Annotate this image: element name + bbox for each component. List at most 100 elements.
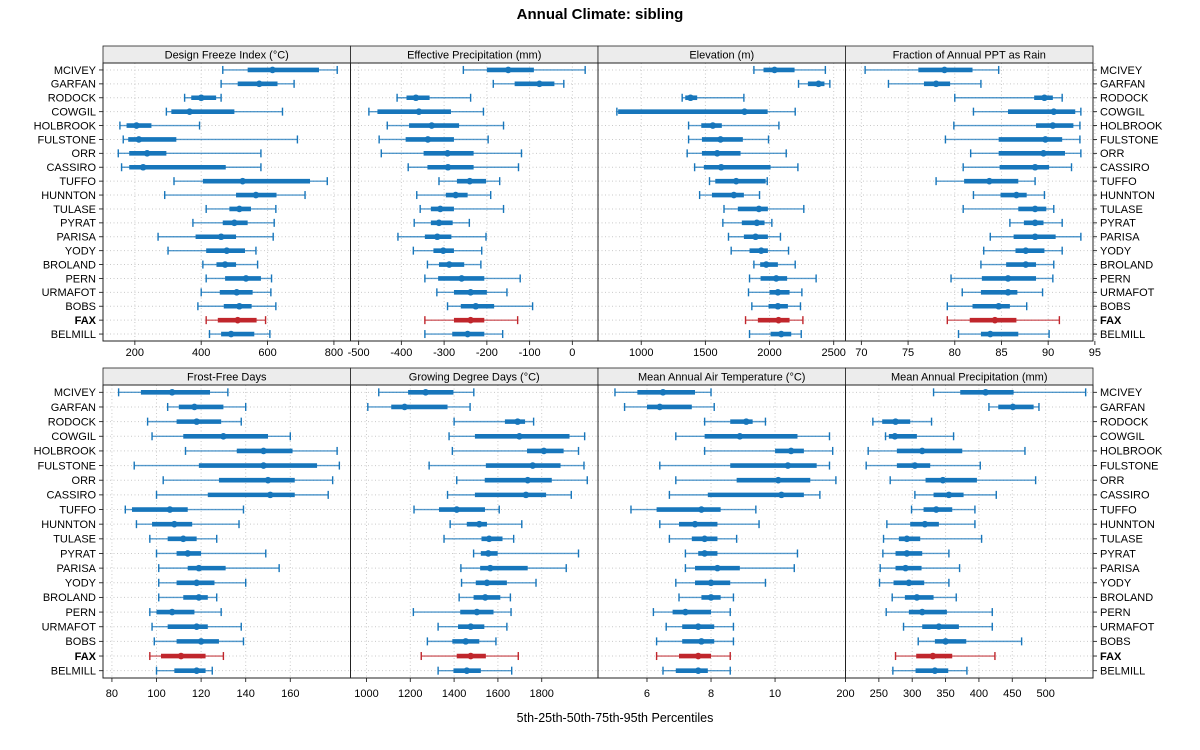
percentile-row-belmill	[437, 666, 513, 675]
percentile-row-broland	[426, 260, 482, 269]
median-dot	[445, 261, 453, 268]
median-dot	[687, 94, 694, 102]
station-label-left: TUFFO	[59, 504, 96, 516]
station-label-right: FAX	[1100, 651, 1122, 663]
median-dot	[659, 389, 667, 396]
percentile-row-pern	[412, 608, 512, 617]
median-dot	[1031, 163, 1039, 171]
percentile-row-urmafot	[747, 288, 803, 297]
median-dot	[171, 520, 178, 528]
station-label-right: TULASE	[1100, 534, 1143, 546]
median-dot	[536, 80, 543, 88]
median-dot	[464, 330, 471, 338]
percentile-row-holbrook	[687, 121, 780, 130]
percentile-row-hunnton	[135, 520, 240, 529]
panel-mean-annual-air-temperature-c: Mean Annual Air Temperature (°C) 6 8 10	[597, 367, 846, 700]
median-dot	[433, 233, 441, 241]
percentile-row-broland	[753, 260, 796, 269]
percentile-row-belmill	[662, 666, 731, 675]
station-label-left: URMAFOT	[42, 622, 97, 634]
median-dot	[986, 177, 993, 185]
percentile-row-fulstone	[687, 135, 770, 144]
percentile-row-bobs	[153, 637, 245, 646]
median-dot	[1031, 219, 1039, 227]
median-dot	[892, 418, 899, 425]
median-dot	[777, 330, 785, 338]
percentile-row-fax	[420, 652, 519, 661]
percentile-row-tuffo	[910, 505, 976, 514]
median-dot	[135, 136, 143, 143]
median-dot	[717, 163, 725, 171]
station-label-left: BELMILL	[51, 665, 96, 677]
median-dot	[986, 330, 994, 338]
percentile-row-tuffo	[708, 177, 768, 186]
median-dot	[220, 432, 227, 440]
station-label-left: ORR	[72, 148, 97, 160]
axis-tick-label: 1500	[693, 347, 717, 359]
percentile-row-parisa	[989, 232, 1082, 241]
median-dot	[815, 80, 822, 88]
median-dot	[133, 122, 140, 129]
axis-tick-label: 200	[126, 347, 144, 359]
percentile-row-bobs	[917, 637, 1023, 646]
percentile-row-pern	[885, 608, 993, 617]
median-dot	[239, 177, 246, 185]
percentile-row-cowgil	[165, 107, 284, 116]
median-dot	[260, 447, 267, 455]
station-label-right: PYRAT	[1100, 548, 1136, 560]
axis-tick-label: 80	[949, 347, 961, 359]
median-dot	[714, 564, 721, 572]
median-dot	[428, 122, 436, 129]
station-label-right: COWGIL	[1100, 106, 1145, 118]
median-dot	[458, 275, 465, 282]
axis-tick-label: 100	[147, 688, 165, 700]
median-dot	[991, 316, 999, 324]
percentile-row-orr	[969, 149, 1082, 158]
percentile-row-tuffo	[630, 505, 757, 514]
median-dot	[255, 80, 263, 88]
panel-border	[597, 384, 846, 679]
median-dot	[698, 506, 705, 513]
median-dot	[935, 623, 943, 631]
median-dot	[1041, 94, 1048, 102]
percentile-row-cowgil	[884, 432, 955, 441]
panel-elevation-m: Elevation (m) 1000 1500 2000 2500	[597, 45, 846, 359]
median-dot	[945, 491, 953, 499]
percentile-row-fax	[744, 316, 804, 325]
median-dot	[193, 579, 200, 587]
median-dot	[197, 94, 205, 102]
percentile-row-hunnton	[164, 191, 306, 200]
median-dot	[891, 432, 899, 440]
station-label-right: PYRAT	[1100, 218, 1136, 230]
median-dot	[694, 623, 702, 631]
percentile-row-orr	[686, 149, 787, 158]
station-label-left: COWGIL	[51, 431, 96, 443]
panel-border	[845, 62, 1094, 342]
median-dot	[475, 520, 483, 528]
percentile-row-mcivey	[462, 65, 586, 74]
station-label-left: CASSIRO	[46, 162, 96, 174]
station-label-right: YODY	[1100, 578, 1132, 590]
percentile-row-cowgil	[972, 107, 1082, 116]
percentile-row-fulstone	[428, 461, 585, 470]
panel-effective-precipitation-mm: Effective Precipitation (mm) -500 -400 -300…	[348, 45, 599, 359]
percentile-row-hunnton	[886, 520, 976, 529]
percentile-row-tuffo	[413, 505, 500, 514]
station-label-left: TULASE	[53, 534, 96, 546]
percentile-row-belmill	[748, 330, 802, 339]
axis-tick-label: 1000	[629, 347, 653, 359]
median-dot	[516, 432, 523, 440]
median-dot	[424, 136, 432, 143]
panel-strip-title: Frost-Free Days	[187, 372, 267, 384]
percentile-row-tulase	[205, 204, 277, 213]
percentile-row-pern	[950, 274, 1054, 283]
percentile-row-hunnton	[972, 191, 1046, 200]
median-dot	[713, 150, 721, 157]
median-dot	[242, 275, 250, 282]
station-label-right: FULSTONE	[1100, 134, 1158, 146]
median-dot	[1022, 261, 1030, 268]
median-dot	[452, 191, 459, 199]
axis-tick-label: 800	[325, 347, 343, 359]
panel-strip-title: Mean Annual Precipitation (mm)	[891, 372, 1048, 384]
axis-tick-label: -100	[519, 347, 541, 359]
